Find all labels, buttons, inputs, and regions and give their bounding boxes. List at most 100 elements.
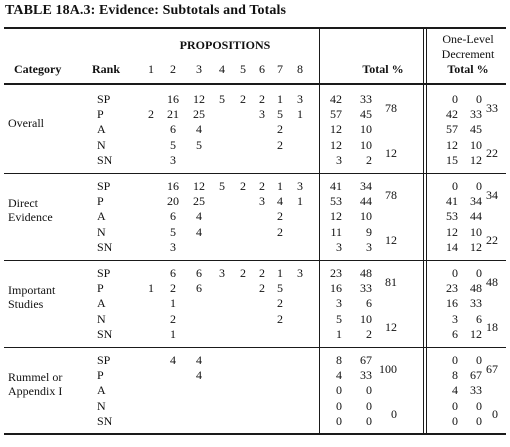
top-rule <box>4 27 506 29</box>
proposition-cell: 5 <box>170 137 176 152</box>
decrement-count: 8 <box>452 368 458 383</box>
proposition-cell: 6 <box>196 281 202 296</box>
proposition-cell: 25 <box>193 194 205 209</box>
decrement-count: 0 <box>452 353 458 367</box>
category-label: Important <box>8 283 56 298</box>
proposition-cell: 4 <box>170 353 176 367</box>
total-lower-subtotal: 12 <box>385 146 397 161</box>
total-lower-subtotal: 12 <box>385 320 397 335</box>
table-title: TABLE 18A.3: Evidence: Subtotals and Tot… <box>5 3 286 18</box>
proposition-cell: 2 <box>277 209 283 224</box>
total-percent: 10 <box>360 122 372 137</box>
bottom-rule <box>4 433 506 435</box>
proposition-number-4: 4 <box>219 62 225 76</box>
rank-label: P <box>97 194 104 209</box>
total-percent: 33 <box>360 92 372 106</box>
decrement-count: 42 <box>446 107 458 122</box>
total-count: 0 <box>336 383 342 398</box>
proposition-number-8: 8 <box>297 62 303 76</box>
rank-label: SP <box>97 179 111 193</box>
proposition-cell: 21 <box>167 107 179 122</box>
decrement-count: 0 <box>452 413 458 428</box>
decrement-percent: 12 <box>470 239 482 254</box>
rank-label: N <box>97 398 106 413</box>
proposition-cell: 3 <box>297 266 303 280</box>
proposition-cell: 12 <box>193 92 205 106</box>
decrement-total-header: Total % <box>447 62 489 76</box>
decrement-upper-subtotal: 33 <box>486 100 498 115</box>
decrement-percent: 34 <box>470 194 482 209</box>
total-percent: 2 <box>366 326 372 341</box>
decrement-percent: 33 <box>470 107 482 122</box>
total-count: 12 <box>330 209 342 224</box>
decrement-upper-subtotal: 34 <box>486 187 498 202</box>
proposition-cell: 5 <box>277 281 283 296</box>
decrement-count: 23 <box>446 281 458 296</box>
proposition-cell: 16 <box>167 92 179 106</box>
total-count: 3 <box>336 152 342 167</box>
rank-label: SP <box>97 353 111 367</box>
decrement-percent: 0 <box>476 413 482 428</box>
decrement-count: 41 <box>446 194 458 209</box>
total-count: 12 <box>330 137 342 152</box>
total-percent: 0 <box>366 398 372 413</box>
total-count: 53 <box>330 194 342 209</box>
proposition-cell: 6 <box>196 266 202 280</box>
decrement-lower-subtotal: 22 <box>486 146 498 161</box>
rank-label: N <box>97 137 106 152</box>
decrement-lower-subtotal: 0 <box>492 407 498 422</box>
decrement-percent: 10 <box>470 224 482 239</box>
total-count: 42 <box>330 92 342 106</box>
decrement-percent: 33 <box>470 383 482 398</box>
decrement-percent: 44 <box>470 209 482 224</box>
group-rule-2 <box>4 260 506 261</box>
total-percent: 10 <box>360 137 372 152</box>
total-upper-subtotal: 78 <box>385 187 397 202</box>
proposition-cell: 3 <box>297 92 303 106</box>
group-rule-3 <box>4 347 506 348</box>
total-percent: 44 <box>360 194 372 209</box>
proposition-cell: 1 <box>277 266 283 280</box>
proposition-number-1: 1 <box>148 62 154 76</box>
proposition-cell: 1 <box>170 326 176 341</box>
total-upper-subtotal: 78 <box>385 100 397 115</box>
total-pct-header: Total % <box>362 62 404 76</box>
rank-label: SN <box>97 413 113 428</box>
decrement-percent: 67 <box>470 368 482 383</box>
proposition-cell: 2 <box>277 311 283 326</box>
proposition-cell: 5 <box>196 137 202 152</box>
total-percent: 67 <box>360 353 372 367</box>
proposition-cell: 3 <box>219 266 225 280</box>
decrement-percent: 48 <box>470 281 482 296</box>
rank-label: SN <box>97 152 113 167</box>
decrement-percent: 0 <box>476 398 482 413</box>
decrement-count: 53 <box>446 209 458 224</box>
decrement-percent: 33 <box>470 296 482 311</box>
decrement-header-line2: Decrement <box>441 47 495 61</box>
decrement-header-line1: One-Level <box>442 32 494 46</box>
proposition-cell: 1 <box>297 194 303 209</box>
decrement-count: 57 <box>446 122 458 137</box>
proposition-cell: 4 <box>196 209 202 224</box>
total-percent: 10 <box>360 311 372 326</box>
proposition-cell: 1 <box>277 92 283 106</box>
proposition-cell: 2 <box>277 296 283 311</box>
proposition-cell: 16 <box>167 179 179 193</box>
decrement-percent: 45 <box>470 122 482 137</box>
total-lower-subtotal: 0 <box>391 407 397 422</box>
proposition-cell: 3 <box>170 239 176 254</box>
header-rule <box>4 83 506 85</box>
total-percent: 2 <box>366 152 372 167</box>
category-label: Evidence <box>8 210 53 225</box>
total-count: 5 <box>336 311 342 326</box>
decrement-count: 12 <box>446 137 458 152</box>
decrement-percent: 0 <box>476 92 482 106</box>
category-label: Rummel or <box>8 370 63 385</box>
total-lower-subtotal: 12 <box>385 233 397 248</box>
proposition-cell: 4 <box>277 194 283 209</box>
proposition-cell: 12 <box>193 179 205 193</box>
decrement-percent: 0 <box>476 266 482 280</box>
proposition-cell: 4 <box>196 122 202 137</box>
decrement-count: 0 <box>452 266 458 280</box>
proposition-cell: 3 <box>297 179 303 193</box>
